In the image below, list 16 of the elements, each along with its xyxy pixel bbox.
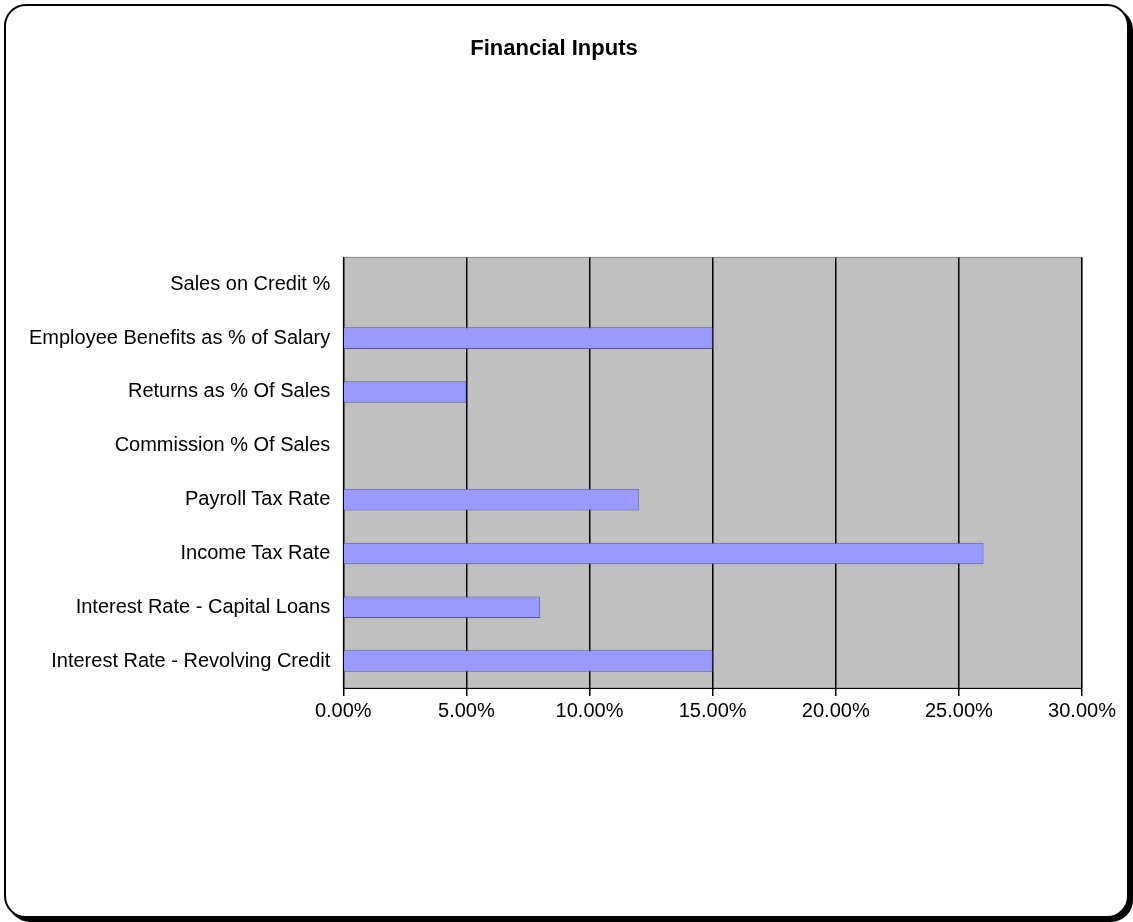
y-tick-label: Income Tax Rate	[180, 540, 331, 563]
y-tick-label: Commission % Of Sales	[114, 433, 331, 456]
y-tick-label: Payroll Tax Rate	[184, 487, 331, 510]
x-tick-label: 0.00%	[314, 698, 372, 721]
y-tick-label: Sales on Credit %	[170, 271, 331, 294]
y-tick-label: Returns as % Of Sales	[127, 379, 331, 402]
x-tick-label: 10.00%	[555, 698, 624, 721]
y-tick-label: Employee Benefits as % of Salary	[28, 325, 331, 348]
y-tick-label: Interest Rate - Revolving Credit	[51, 648, 331, 671]
chart-title: Financial Inputs	[470, 35, 638, 61]
y-tick-label: Interest Rate - Capital Loans	[75, 594, 331, 617]
x-tick-label: 15.00%	[678, 698, 747, 721]
x-tick-label: 20.00%	[801, 698, 870, 721]
x-tick-label: 25.00%	[924, 698, 993, 721]
x-tick-label: 30.00%	[1048, 698, 1117, 721]
x-tick-label: 5.00%	[438, 698, 495, 721]
